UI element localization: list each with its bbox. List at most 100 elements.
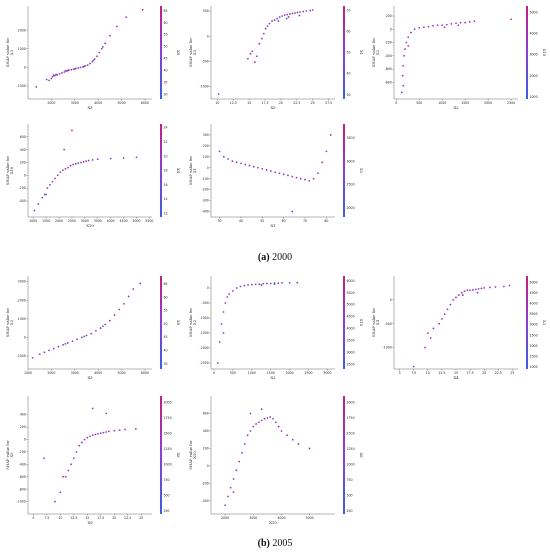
data-point	[217, 93, 220, 95]
data-point	[277, 425, 280, 428]
data-point	[43, 351, 46, 354]
data-point	[299, 11, 301, 13]
data-point	[235, 469, 238, 472]
data-point	[123, 303, 125, 305]
data-point	[441, 24, 444, 27]
data-point	[89, 62, 91, 65]
data-point	[269, 282, 272, 285]
data-point	[247, 284, 249, 286]
data-point	[429, 337, 432, 339]
data-point	[287, 174, 289, 177]
data-point	[283, 14, 286, 16]
x-tick-label: 4000	[107, 219, 115, 223]
data-point	[402, 64, 405, 67]
data-point	[249, 412, 252, 415]
colorbar-tick-label: 750	[164, 478, 170, 482]
data-point	[264, 27, 267, 30]
x-tick-label: 2000	[484, 101, 492, 105]
colorbar-tick-label: 45	[164, 57, 168, 61]
data-point	[127, 295, 130, 298]
data-point	[249, 52, 252, 55]
x-tick-label: 6000	[141, 371, 149, 375]
data-point	[141, 8, 144, 11]
data-point	[135, 156, 138, 159]
x-tick-label: 2000	[286, 371, 294, 375]
data-point	[329, 134, 332, 136]
colorbar-tick-label: 2500	[347, 362, 355, 366]
data-point	[48, 79, 50, 82]
x-tick-label: 5000	[118, 371, 126, 375]
data-point	[108, 34, 111, 37]
data-point	[224, 504, 226, 507]
data-point	[455, 22, 457, 25]
data-point	[295, 176, 298, 179]
colorbar-tick-label: 12	[164, 212, 168, 216]
colorbar-label: X10	[542, 49, 547, 57]
x-tick-label: 2000	[47, 371, 55, 375]
data-point	[105, 431, 108, 433]
data-point	[37, 203, 40, 206]
y-tick-label: -200	[202, 482, 209, 486]
data-point	[93, 58, 96, 60]
data-point	[480, 287, 483, 290]
data-point	[266, 282, 268, 285]
x-tick-label: 1500	[267, 371, 275, 375]
x-tick-label: 2000	[221, 516, 229, 520]
y-tick-label: -600	[19, 475, 26, 479]
y-tick-label: 0	[207, 464, 209, 468]
caption-2005: (b) 2005	[0, 538, 550, 549]
data-point	[91, 434, 94, 437]
data-point	[252, 165, 255, 168]
data-point	[288, 282, 291, 284]
data-point	[83, 438, 86, 441]
y-axis-label: SHAP value forX2	[188, 308, 197, 338]
data-point	[55, 73, 57, 76]
data-point	[69, 164, 72, 167]
y-tick-label: 100	[203, 155, 209, 159]
data-point	[441, 318, 443, 320]
data-point	[54, 500, 56, 503]
scatter-svg: 2000 3000 4000 5000 6000 -1000 0 1000 2000 X3 SHAP…	[5, 6, 181, 110]
colorbar	[160, 124, 162, 217]
data-point	[297, 443, 300, 445]
y-tick-label: -400	[202, 210, 209, 214]
colorbar	[526, 6, 528, 99]
data-point	[281, 282, 283, 284]
colorbar-tick-label: 5500	[347, 291, 355, 295]
data-point	[100, 47, 103, 50]
y-tick-label: -200	[19, 186, 26, 190]
x-tick-label: 4000	[277, 516, 285, 520]
y-tick-label: 200	[20, 425, 26, 429]
data-point	[255, 55, 258, 58]
data-point	[86, 64, 89, 67]
data-point	[83, 335, 86, 338]
y-tick-label: -1500	[200, 331, 209, 335]
colorbar-tick-label: 50	[164, 322, 168, 326]
y-axis-label: SHAP value forX10	[188, 440, 197, 470]
data-point	[508, 284, 511, 287]
x-tick-label: 25	[311, 101, 315, 105]
colorbar-tick-label: 55	[164, 33, 168, 37]
data-point	[94, 433, 97, 436]
data-point	[134, 428, 137, 430]
data-point	[449, 303, 452, 306]
data-point	[266, 25, 269, 28]
data-point	[400, 91, 403, 94]
data-point	[51, 180, 54, 183]
colorbar-tick-label: 1000	[530, 365, 538, 369]
x-tick-label: 22.5	[124, 516, 131, 520]
data-point	[229, 486, 232, 489]
data-point	[124, 428, 126, 431]
y-axis-label: SHAP value forX3	[5, 38, 14, 68]
data-point	[250, 283, 253, 286]
data-point	[405, 41, 408, 44]
data-point	[64, 475, 67, 478]
y-tick-label: -200	[19, 450, 26, 454]
data-point	[404, 48, 406, 51]
y-tick-label: -1000	[17, 500, 26, 504]
x-tick-label: 22.5	[293, 101, 300, 105]
colorbar	[343, 124, 345, 217]
caption-label: (a)	[257, 252, 270, 263]
colorbar-tick-label: 35	[164, 362, 168, 366]
